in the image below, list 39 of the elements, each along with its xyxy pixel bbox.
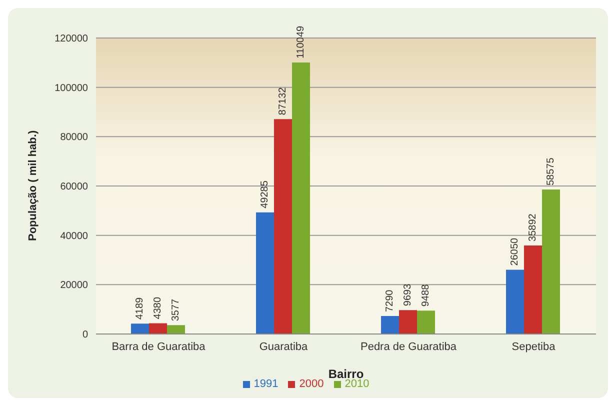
data-label: 4380 <box>152 296 164 320</box>
y-tick-label: 40000 <box>60 230 88 242</box>
bar <box>292 62 310 334</box>
bar <box>417 310 435 334</box>
bar <box>399 310 417 334</box>
legend-label: 2000 <box>299 378 324 390</box>
data-label: 110049 <box>296 25 307 59</box>
legend-label: 1991 <box>254 378 278 390</box>
x-tick-label: Barra de Guaratiba <box>112 340 206 353</box>
bar <box>542 190 560 334</box>
y-tick-label: 0 <box>82 330 88 341</box>
y-tick-label: 100000 <box>54 82 88 94</box>
y-tick-label: 20000 <box>60 280 88 292</box>
x-tick-label: Pedra de Guaratiba <box>360 340 458 353</box>
data-label: 7290 <box>384 289 396 312</box>
bar <box>274 119 292 334</box>
data-label: 3577 <box>170 298 182 322</box>
data-label: 4189 <box>134 296 146 320</box>
data-label: 87132 <box>278 86 289 116</box>
legend-label: 2010 <box>344 378 370 390</box>
bar <box>131 324 149 334</box>
data-label: 35892 <box>528 213 539 242</box>
x-tick-label: Sepetiba <box>512 340 556 353</box>
bar <box>524 245 542 334</box>
data-label: 9488 <box>420 284 432 307</box>
bar <box>256 212 274 334</box>
x-tick-label: Guaratiba <box>259 340 309 353</box>
bar <box>167 325 185 334</box>
bar <box>149 323 167 334</box>
y-tick-label: 80000 <box>60 132 88 144</box>
data-label: 49285 <box>260 180 271 208</box>
bar <box>381 316 399 334</box>
data-label: 9693 <box>402 283 414 306</box>
data-label: 58575 <box>546 157 557 186</box>
y-tick-label: 60000 <box>60 182 88 193</box>
y-axis-title: População ( mil hab.) <box>26 130 39 241</box>
y-tick-label: 120000 <box>54 34 88 45</box>
data-label: 26050 <box>510 237 521 266</box>
bar <box>506 270 524 334</box>
